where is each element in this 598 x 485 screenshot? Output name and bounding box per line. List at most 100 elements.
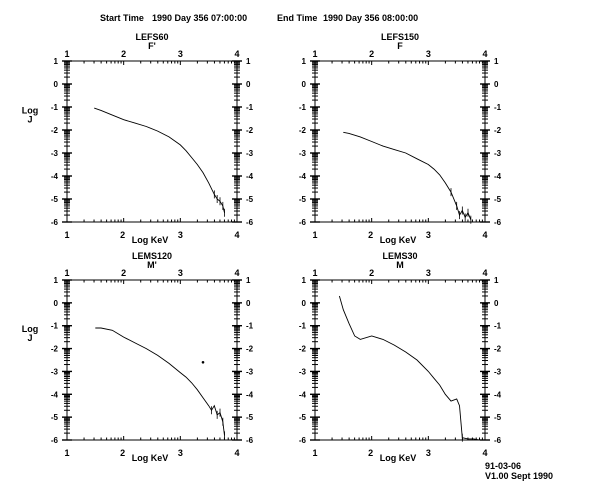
x-tick-label: 4 (482, 448, 487, 458)
y-tick-label-right: -4 (246, 390, 254, 399)
x-tick-label-top: 2 (369, 49, 374, 59)
y-tick-label-right: 1 (494, 276, 499, 285)
chart-subtitle: F (397, 41, 403, 51)
x-tick-label-top: 2 (121, 268, 126, 278)
x-tick-label: 4 (482, 230, 487, 240)
x-tick-label: 2 (120, 448, 125, 458)
x-tick-label: 3 (178, 448, 183, 458)
y-tick-label-right: -3 (494, 367, 502, 376)
y-tick-label: -1 (299, 322, 307, 331)
x-tick-label: 3 (178, 230, 183, 240)
y-tick-label: -5 (51, 195, 59, 204)
y-tick-label-right: -1 (246, 103, 254, 112)
footer-version: V1.00 Sept 1990 (485, 471, 554, 481)
x-tick-label: 2 (120, 230, 125, 240)
y-tick-label: -3 (299, 367, 307, 376)
y-tick-label: -4 (51, 172, 59, 181)
y-tick-label: -3 (51, 149, 59, 158)
x-tick-label-top: 3 (426, 268, 431, 278)
y-tick-label: -6 (299, 436, 307, 445)
y-tick-label: 0 (54, 299, 59, 308)
y-tick-label: 1 (302, 276, 307, 285)
plot-frame (66, 60, 238, 223)
y-tick-label: -3 (51, 367, 59, 376)
y-tick-label: 0 (54, 80, 59, 89)
y-tick-label: -2 (299, 126, 307, 135)
y-tick-label-right: -1 (494, 103, 502, 112)
x-tick-label: 1 (312, 230, 317, 240)
y-tick-label-right: -1 (494, 322, 502, 331)
y-tick-label: 0 (302, 80, 307, 89)
x-tick-label-top: 2 (121, 49, 126, 59)
series-line (343, 131, 472, 220)
chart-subtitle: M' (147, 260, 157, 270)
y-tick-label-right: -3 (246, 367, 254, 376)
y-tick-label: -6 (51, 218, 59, 227)
x-tick-label-top: 1 (64, 49, 69, 59)
y-tick-label-right: -5 (494, 195, 502, 204)
x-tick-label: 3 (426, 230, 431, 240)
y-tick-label-right: -2 (246, 126, 254, 135)
y-tick-label: -1 (299, 103, 307, 112)
x-tick-label-top: 3 (178, 49, 183, 59)
y-tick-label-right: -2 (246, 345, 254, 354)
x-tick-label-top: 3 (178, 268, 183, 278)
x-axis-label: Log KeV (380, 235, 417, 245)
y-tick-label-right: -6 (494, 436, 502, 445)
footer-date: 91-03-06 (485, 461, 522, 471)
x-tick-label-top: 4 (234, 268, 239, 278)
data-point (201, 360, 205, 364)
x-tick-label: 2 (368, 230, 373, 240)
y-tick-label: -3 (299, 149, 307, 158)
y-tick-label: 0 (302, 299, 307, 308)
x-tick-label-top: 4 (482, 49, 487, 59)
y-tick-label: 1 (54, 57, 59, 66)
y-tick-label-right: -3 (246, 149, 254, 158)
y-tick-label: -2 (51, 345, 59, 354)
y-tick-label-right: -2 (494, 126, 502, 135)
x-tick-label-top: 1 (312, 49, 317, 59)
start-time-label: Start Time (100, 13, 144, 23)
end-time-value: 1990 Day 356 08:00:00 (323, 13, 419, 23)
chart-title: LEFS150 (381, 32, 419, 42)
x-tick-label-top: 3 (426, 49, 431, 59)
y-tick-label-right: -5 (494, 413, 502, 422)
plot-frame (314, 279, 486, 441)
y-tick-label-right: 0 (246, 80, 251, 89)
x-tick-label-top: 4 (234, 49, 239, 59)
y-tick-label-right: -4 (494, 172, 502, 181)
y-tick-label: -1 (51, 322, 59, 331)
y-tick-label: -1 (51, 103, 59, 112)
x-tick-label: 1 (312, 448, 317, 458)
x-tick-label: 3 (426, 448, 431, 458)
y-tick-label: -4 (299, 390, 307, 399)
y-tick-label-right: -1 (246, 322, 254, 331)
x-tick-label-top: 1 (312, 268, 317, 278)
y-tick-label-right: -6 (246, 436, 254, 445)
x-tick-label: 4 (234, 448, 239, 458)
y-tick-label: 1 (302, 57, 307, 66)
x-axis-label: Log KeV (132, 235, 169, 245)
y-axis-label: Log J (22, 324, 39, 343)
x-tick-label-top: 1 (64, 268, 69, 278)
y-tick-label: -2 (51, 126, 59, 135)
chart-subtitle: M (396, 260, 404, 270)
x-tick-label: 2 (368, 448, 373, 458)
y-tick-label-right: 0 (246, 299, 251, 308)
y-tick-label: -5 (299, 413, 307, 422)
y-tick-label-right: -4 (494, 390, 502, 399)
chart-title: LEMS120 (132, 251, 172, 261)
series-line (95, 327, 225, 436)
y-tick-label-right: 1 (246, 276, 251, 285)
y-tick-label-right: 0 (494, 80, 499, 89)
chart-title: LEFS60 (135, 32, 168, 42)
y-tick-label-right: -6 (494, 218, 502, 227)
series-line (94, 107, 225, 213)
x-tick-label-top: 2 (369, 268, 374, 278)
y-tick-label: 1 (54, 276, 59, 285)
x-axis-label: Log KeV (132, 453, 169, 463)
